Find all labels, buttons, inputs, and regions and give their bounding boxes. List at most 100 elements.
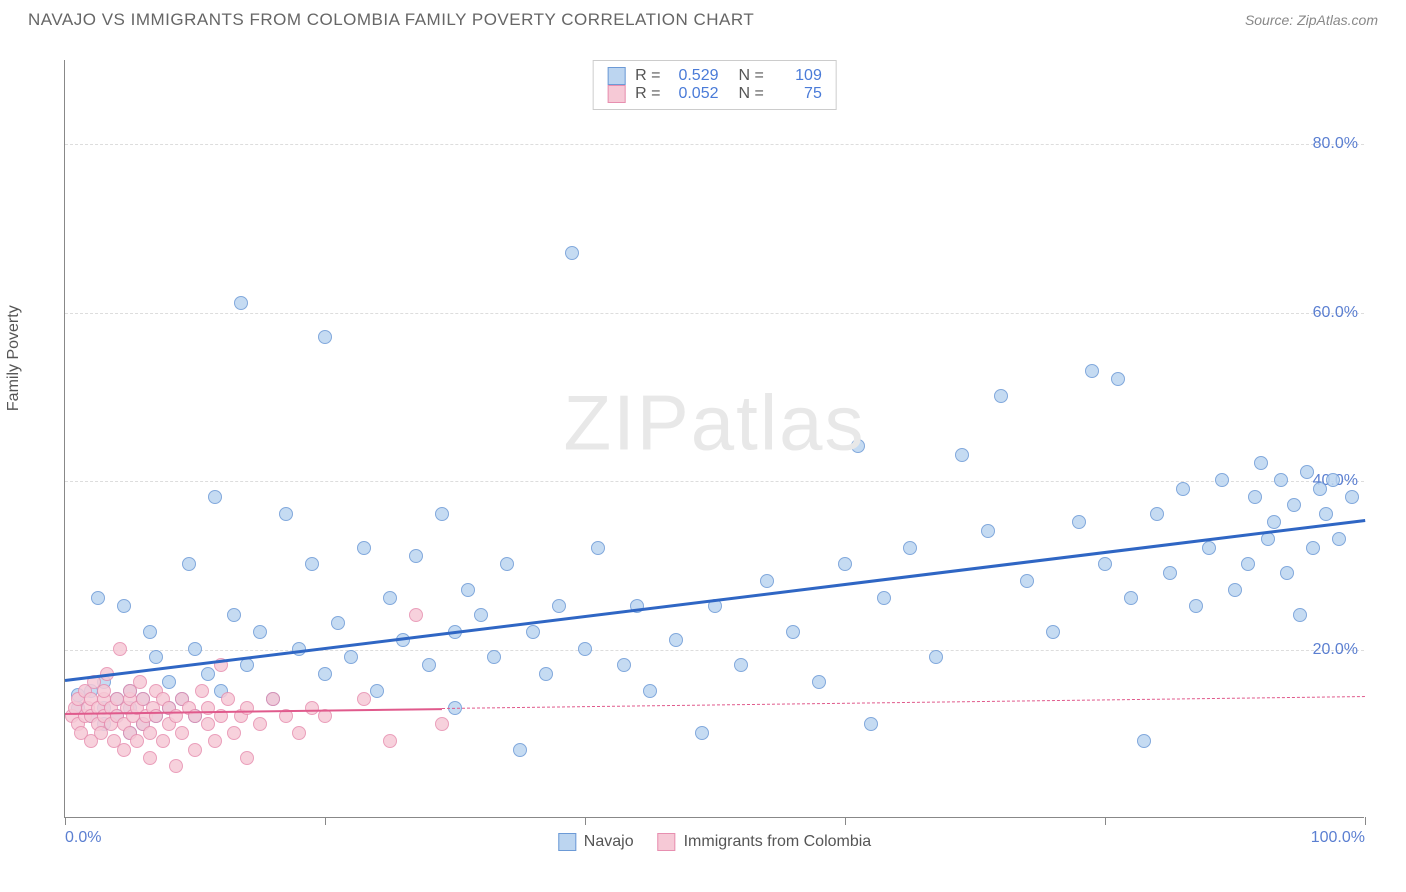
data-point <box>1345 490 1359 504</box>
data-point <box>1313 482 1327 496</box>
data-point <box>461 583 475 597</box>
data-point <box>1248 490 1262 504</box>
data-point <box>669 633 683 647</box>
legend-r-label: R = <box>635 67 660 85</box>
data-point <box>201 717 215 731</box>
legend-series: Navajo Immigrants from Colombia <box>558 833 871 851</box>
data-point <box>383 734 397 748</box>
data-point <box>1098 557 1112 571</box>
data-point <box>227 726 241 740</box>
data-point <box>1046 625 1060 639</box>
data-point <box>370 684 384 698</box>
data-point <box>143 726 157 740</box>
data-point <box>552 599 566 613</box>
legend-swatch <box>607 67 625 85</box>
data-point <box>565 246 579 260</box>
watermark-zip: ZIP <box>563 379 690 467</box>
data-point <box>1254 456 1268 470</box>
data-point <box>1326 473 1340 487</box>
data-point <box>227 608 241 622</box>
chart-header: NAVAJO VS IMMIGRANTS FROM COLOMBIA FAMIL… <box>0 0 1406 36</box>
legend-n-label: N = <box>739 85 764 103</box>
gridline <box>65 313 1364 314</box>
chart-source: Source: ZipAtlas.com <box>1245 12 1378 28</box>
data-point <box>526 625 540 639</box>
data-point <box>786 625 800 639</box>
watermark-atlas: atlas <box>691 379 866 467</box>
data-point <box>578 642 592 656</box>
data-point <box>143 625 157 639</box>
data-point <box>1319 507 1333 521</box>
plot-area: ZIPatlas R =0.529N =109R =0.052N =75 Nav… <box>64 60 1364 818</box>
data-point <box>143 751 157 765</box>
data-point <box>117 743 131 757</box>
y-tick-label: 20.0% <box>1313 641 1358 659</box>
data-point <box>929 650 943 664</box>
data-point <box>305 557 319 571</box>
legend-item: Navajo <box>558 833 634 851</box>
data-point <box>357 692 371 706</box>
data-point <box>331 616 345 630</box>
legend-n-value: 109 <box>774 67 822 85</box>
gridline <box>65 650 1364 651</box>
data-point <box>695 726 709 740</box>
legend-label: Navajo <box>584 833 634 851</box>
data-point <box>1150 507 1164 521</box>
data-point <box>97 684 111 698</box>
legend-stats: R =0.529N =109R =0.052N =75 <box>592 60 837 110</box>
data-point <box>1293 608 1307 622</box>
data-point <box>234 296 248 310</box>
data-point <box>617 658 631 672</box>
data-point <box>1072 515 1086 529</box>
data-point <box>864 717 878 731</box>
data-point <box>838 557 852 571</box>
legend-r-value: 0.529 <box>671 67 719 85</box>
data-point <box>474 608 488 622</box>
data-point <box>91 591 105 605</box>
data-point <box>1085 364 1099 378</box>
data-point <box>292 726 306 740</box>
data-point <box>1228 583 1242 597</box>
data-point <box>1202 541 1216 555</box>
x-tick <box>325 817 326 825</box>
data-point <box>1287 498 1301 512</box>
data-point <box>149 650 163 664</box>
data-point <box>1274 473 1288 487</box>
data-point <box>435 507 449 521</box>
data-point <box>851 439 865 453</box>
data-point <box>500 557 514 571</box>
data-point <box>539 667 553 681</box>
data-point <box>1332 532 1346 546</box>
data-point <box>1241 557 1255 571</box>
data-point <box>133 675 147 689</box>
data-point <box>994 389 1008 403</box>
data-point <box>208 490 222 504</box>
data-point <box>1111 372 1125 386</box>
legend-n-value: 75 <box>774 85 822 103</box>
data-point <box>513 743 527 757</box>
x-tick <box>585 817 586 825</box>
data-point <box>877 591 891 605</box>
data-point <box>188 743 202 757</box>
data-point <box>643 684 657 698</box>
data-point <box>113 642 127 656</box>
data-point <box>1137 734 1151 748</box>
data-point <box>1215 473 1229 487</box>
chart-container: Family Poverty ZIPatlas R =0.529N =109R … <box>24 40 1384 870</box>
data-point <box>201 667 215 681</box>
data-point <box>591 541 605 555</box>
legend-r-label: R = <box>635 85 660 103</box>
data-point <box>344 650 358 664</box>
data-point <box>422 658 436 672</box>
data-point <box>1280 566 1294 580</box>
data-point <box>1300 465 1314 479</box>
y-tick-label: 80.0% <box>1313 135 1358 153</box>
data-point <box>903 541 917 555</box>
legend-stat-row: R =0.052N =75 <box>607 85 822 103</box>
legend-swatch <box>607 85 625 103</box>
legend-swatch <box>658 833 676 851</box>
x-tick <box>1105 817 1106 825</box>
legend-label: Immigrants from Colombia <box>684 833 872 851</box>
x-tick-label: 0.0% <box>65 829 101 847</box>
data-point <box>487 650 501 664</box>
